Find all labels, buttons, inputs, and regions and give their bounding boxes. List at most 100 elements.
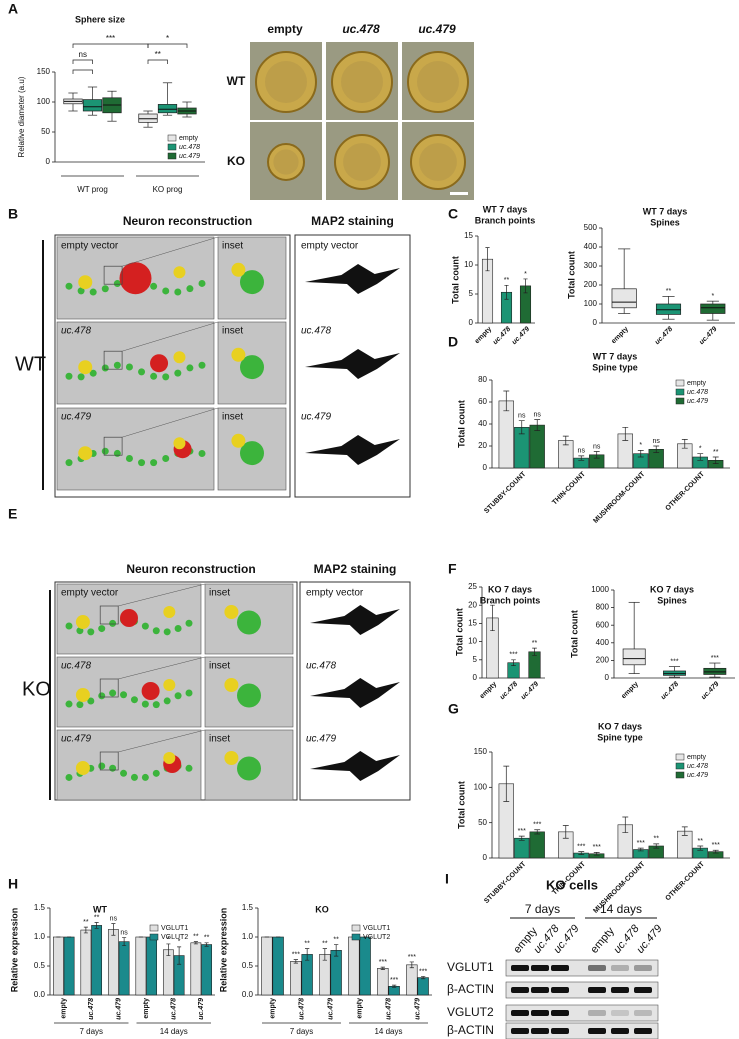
y-tick-label: 80 xyxy=(478,375,487,384)
y-tick-label: 600 xyxy=(596,620,610,629)
dendrite-node xyxy=(113,280,121,288)
y-tick-label: 50 xyxy=(478,818,487,827)
significance-label: ** xyxy=(204,935,210,942)
legend-swatch xyxy=(675,753,685,761)
group-label: 14 days xyxy=(160,1027,188,1036)
dendrite-node xyxy=(152,769,160,777)
spine xyxy=(173,437,186,450)
y-tick-label: 5 xyxy=(473,655,478,664)
box xyxy=(622,648,646,666)
chart-subtitle: Branch points xyxy=(480,595,541,605)
dendrite-node xyxy=(87,697,95,705)
error-bar xyxy=(562,435,569,446)
dendrite-node xyxy=(77,373,85,381)
group-label: 7 days xyxy=(79,1027,103,1036)
bar xyxy=(406,964,418,996)
y-tick-label: 200 xyxy=(596,656,610,665)
blot-strip xyxy=(505,981,659,999)
blot-title: KO cells xyxy=(546,877,598,892)
y-tick-label: 20 xyxy=(468,600,477,609)
bar xyxy=(272,936,284,996)
panel-letter: H xyxy=(8,876,18,892)
inset-node xyxy=(231,347,246,362)
legend-swatch xyxy=(167,152,177,160)
dendrite-node xyxy=(141,773,149,781)
x-tick-label: uc.478 xyxy=(660,681,680,701)
dendrite-node xyxy=(152,701,160,709)
bar xyxy=(330,950,342,996)
blot-band xyxy=(588,1010,606,1016)
spine xyxy=(75,761,90,775)
panel-letter: B xyxy=(8,206,18,222)
column-header: uc.478 xyxy=(342,22,380,36)
legend-label: VGLUT2 xyxy=(363,934,390,941)
chart-title: Sphere size xyxy=(75,14,125,24)
spine xyxy=(173,266,186,279)
staining-frame xyxy=(299,581,411,801)
dendrite-node xyxy=(174,288,182,296)
reconstruction-label: empty vector xyxy=(61,588,119,599)
spine xyxy=(163,752,176,764)
dendrite-node xyxy=(198,279,206,287)
x-tick-label: uc.479 xyxy=(700,681,720,701)
legend-swatch xyxy=(675,771,685,779)
spine xyxy=(75,688,90,702)
error-bar xyxy=(697,845,704,851)
error-bar xyxy=(637,450,644,458)
error-bar xyxy=(421,976,426,980)
dendrite-node xyxy=(152,627,160,635)
x-tick-label: uc.478 xyxy=(492,326,512,346)
group-label: 7 days xyxy=(290,1027,314,1036)
chart-title: KO 7 days xyxy=(488,584,532,594)
dendrite-node xyxy=(101,447,109,455)
y-tick-label: 15 xyxy=(468,619,477,628)
legend-swatch xyxy=(149,933,159,941)
y-tick-label: 100 xyxy=(584,299,598,308)
sphere-core xyxy=(265,61,307,103)
inset-node xyxy=(224,751,239,765)
chart-title: KO 7 days xyxy=(598,721,642,731)
legend-label: uc.479 xyxy=(687,772,708,779)
y-tick-label: 0 xyxy=(469,318,474,327)
dendrite-node xyxy=(163,697,171,705)
bar xyxy=(135,936,147,996)
y-tick-label: 1000 xyxy=(591,585,609,594)
reconstruction-title: Neuron reconstruction xyxy=(126,562,255,576)
dendrite-node xyxy=(174,369,182,377)
y-tick-label: 100 xyxy=(474,782,488,791)
x-tick-label: empty xyxy=(356,998,363,1019)
blot-band xyxy=(551,965,569,971)
dendrite-node xyxy=(141,622,149,630)
bracket-label: ns xyxy=(79,50,87,59)
dendrite-node xyxy=(141,700,149,708)
y-tick-label: 0.5 xyxy=(242,961,254,970)
y-tick-label: 400 xyxy=(584,242,598,251)
blot-band xyxy=(551,1010,569,1016)
dendrite-node xyxy=(198,361,206,369)
bar xyxy=(91,925,103,996)
bar xyxy=(146,936,158,996)
significance-label: ** xyxy=(532,640,538,647)
significance-label: ** xyxy=(504,277,510,284)
inset-node xyxy=(237,610,261,635)
y-axis-label: Relative expression xyxy=(9,908,19,993)
error-bar xyxy=(637,847,644,852)
x-tick-label: STUBBY-COUNT xyxy=(483,470,528,515)
bar xyxy=(377,968,389,996)
bar xyxy=(80,929,92,996)
significance-label: ns xyxy=(518,413,526,420)
legend-label: uc.479 xyxy=(687,398,708,405)
y-axis-label: Total count xyxy=(454,608,464,656)
dendrite-node xyxy=(162,373,170,381)
inset-node xyxy=(237,756,261,781)
legend-label: VGLUT2 xyxy=(161,934,188,941)
significance-label: *** xyxy=(593,844,601,851)
blot-lane: empty xyxy=(588,925,617,956)
map2-cell xyxy=(310,751,400,781)
significance-label: ns xyxy=(534,411,542,418)
significance-label: ** xyxy=(193,933,199,940)
y-tick-label: 15 xyxy=(464,231,473,240)
map2-cell xyxy=(310,678,400,708)
chart-title: WT 7 days xyxy=(593,351,638,361)
dendrite-node xyxy=(109,619,117,627)
